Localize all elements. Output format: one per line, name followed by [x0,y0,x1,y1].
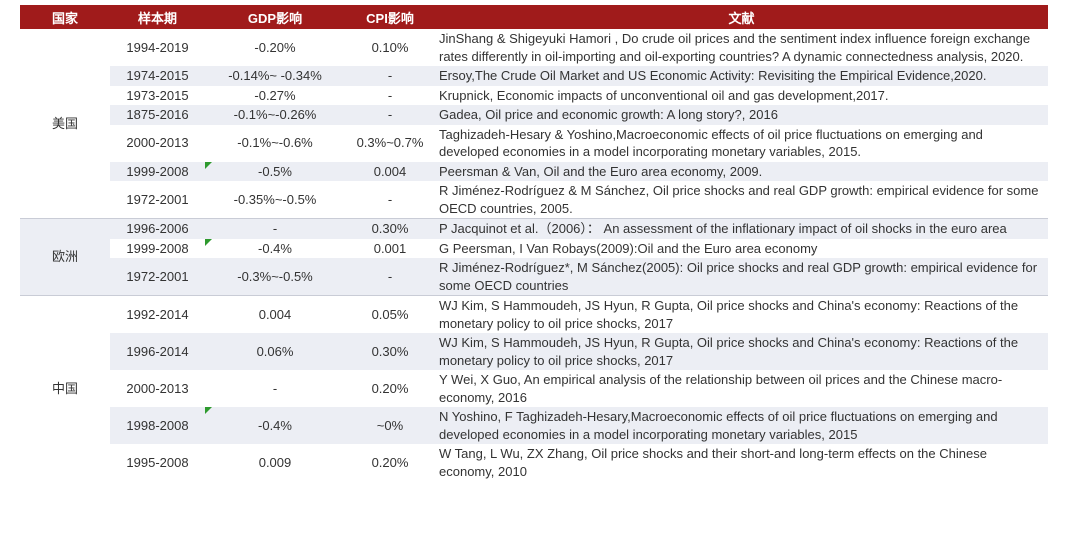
cpi-effect: - [387,191,393,207]
comment-marker [205,238,212,246]
period: 1973-2015 [126,87,189,103]
period: 1996-2006 [110,218,205,239]
table-row: 1995-2008 0.009 0.20% W Tang, L Wu, ZX Zhan… [20,444,1048,481]
reference: Gadea, Oil price and economic growth: A … [435,105,1048,125]
column-header: GDP影响 [205,5,345,29]
literature-table: 国家 样本期 GDP影响 CPI影响 文献 美国 1994-2019 -0.20% 0.10%… [20,5,1048,481]
gdp-effect: - [272,380,278,396]
period: 1972-2001 [126,191,189,207]
cpi-effect: 0.30% [345,218,435,239]
comment-marker [205,161,212,169]
period: 2000-2013 [126,135,189,151]
table-row: 1875-2016 -0.1%~-0.26% - Gadea, Oil price a… [20,105,1048,125]
period: 1994-2019 [126,39,189,55]
country-cell: 中国 [20,295,110,481]
reference: Peersman & Van, Oil and the Euro area ec… [435,161,1048,181]
cpi-effect: 0.001 [373,240,407,256]
gdp-effect: -0.4% [205,238,345,259]
period: 1875-2016 [110,105,205,125]
gdp-effect: 0.004 [205,295,345,333]
country-cell: 美国 [20,29,110,219]
period: 2000-2013 [126,380,189,396]
gdp-effect: -0.5% [205,161,345,181]
reference: G Peersman, I Van Robays(2009):Oil and t… [439,240,818,256]
gdp-effect: -0.20% [254,39,296,55]
reference: P Jacquinot et al.（2006）： An assessment … [435,218,1048,239]
comment-marker [205,407,212,414]
gdp-effect: -0.35%~-0.5% [233,191,317,207]
period: 1999-2008 [126,240,189,256]
cpi-effect: - [387,87,393,103]
cpi-effect: 0.3%~0.7% [356,135,424,151]
reference: JinShang & Shigeyuki Hamori , Do crude o… [439,31,1031,64]
gdp-effect: 0.009 [258,454,292,470]
cpi-effect: - [345,105,435,125]
reference: Y Wei, X Guo, An empirical analysis of t… [439,372,1003,405]
reference: Taghizadeh-Hesary & Yoshino,Macroeconomi… [439,126,983,160]
table-row: 美国 1994-2019 -0.20% 0.10% JinShang & Shigeyu… [20,29,1048,219]
reference: R Jiménez-Rodríguez*, M Sánchez(2005): O… [435,258,1048,296]
reference: Krupnick, Economic impacts of unconventi… [439,87,889,103]
table-row: 1973-2015 -0.27% - Krupnick, Economic impac… [20,86,1048,106]
gdp-effect: -0.14%~ -0.34% [205,66,345,86]
gdp-effect: -0.4% [205,407,345,444]
period: 1974-2015 [110,66,205,86]
table-row: 中国 1992-2014 0.004 0.05% WJ Kim, S Hammoudeh… [20,295,1048,481]
reference: N Yoshino, F Taghizadeh-Hesary,Macroecon… [435,407,1048,444]
column-header: 国家 [20,5,110,29]
cpi-effect: 0.20% [371,380,409,396]
table-row: 2000-2013 - 0.20% Y Wei, X Guo, An empirica… [20,370,1048,407]
reference: WJ Kim, S Hammoudeh, JS Hyun, R Gupta, O… [435,295,1048,333]
gdp-effect: -0.27% [254,87,296,103]
table-row: 1974-2015 -0.14%~ -0.34% - Ersoy,The Crude … [20,66,1048,86]
table-row: 1998-2008 -0.4% ~0% N Yoshino, F Taghizadeh… [20,407,1048,444]
period: 1998-2008 [110,407,205,444]
cpi-effect: 0.004 [345,161,435,181]
reference: Ersoy,The Crude Oil Market and US Econom… [435,66,1048,86]
gdp-effect: 0.06% [205,333,345,370]
gdp-effect: -0.1%~-0.26% [205,105,345,125]
table-row: 欧洲 1996-2006-0.30% P Jacquinot et al.（2006… [20,218,1048,296]
table-container: 国家 样本期 GDP影响 CPI影响 文献 美国 1994-2019 -0.20% 0.10%… [20,5,1048,481]
period: 1996-2014 [110,333,205,370]
table-row: 1972-2001 -0.3%~-0.5% - R Jiménez-Rodríguez… [20,258,1048,296]
cpi-effect: 0.05% [345,295,435,333]
table-row: 2000-2013 -0.1%~-0.6% 0.3%~0.7% Taghizadeh-… [20,125,1048,162]
cpi-effect: 0.10% [371,39,409,55]
table-row: 1999-2008 -0.5% 0.004 Peersman & Van, Oil a… [20,161,1048,181]
country-cell: 欧洲 [20,218,110,296]
reference: W Tang, L Wu, ZX Zhang, Oil price shocks… [439,446,987,479]
cpi-effect: - [345,66,435,86]
gdp-effect: - [205,218,345,239]
table-body: 美国 1994-2019 -0.20% 0.10% JinShang & Shigeyu… [20,29,1048,481]
cpi-effect: - [345,258,435,296]
column-header: 样本期 [110,5,205,29]
reference: WJ Kim, S Hammoudeh, JS Hyun, R Gupta, O… [435,333,1048,370]
period: 1995-2008 [126,454,189,470]
cpi-effect: ~0% [345,407,435,444]
gdp-effect: -0.3%~-0.5% [205,258,345,296]
table-row: 1999-2008 -0.4% 0.001 G Peersman, I Van Rob… [20,238,1048,259]
table-row: 1996-2014 0.06% 0.30% WJ Kim, S Hammoudeh, … [20,333,1048,370]
header-row: 国家 样本期 GDP影响 CPI影响 文献 [20,5,1048,29]
cpi-effect: 0.30% [345,333,435,370]
column-header: CPI影响 [345,5,435,29]
column-header: 文献 [435,5,1048,29]
gdp-effect: -0.1%~-0.6% [237,135,313,151]
period: 1999-2008 [110,161,205,181]
reference: R Jiménez-Rodríguez & M Sánchez, Oil pri… [439,183,1039,216]
cpi-effect: 0.20% [371,454,409,470]
period: 1972-2001 [110,258,205,296]
table-row: 1972-2001 -0.35%~-0.5% - R Jiménez-Rodrígue… [20,181,1048,219]
period: 1992-2014 [110,295,205,333]
